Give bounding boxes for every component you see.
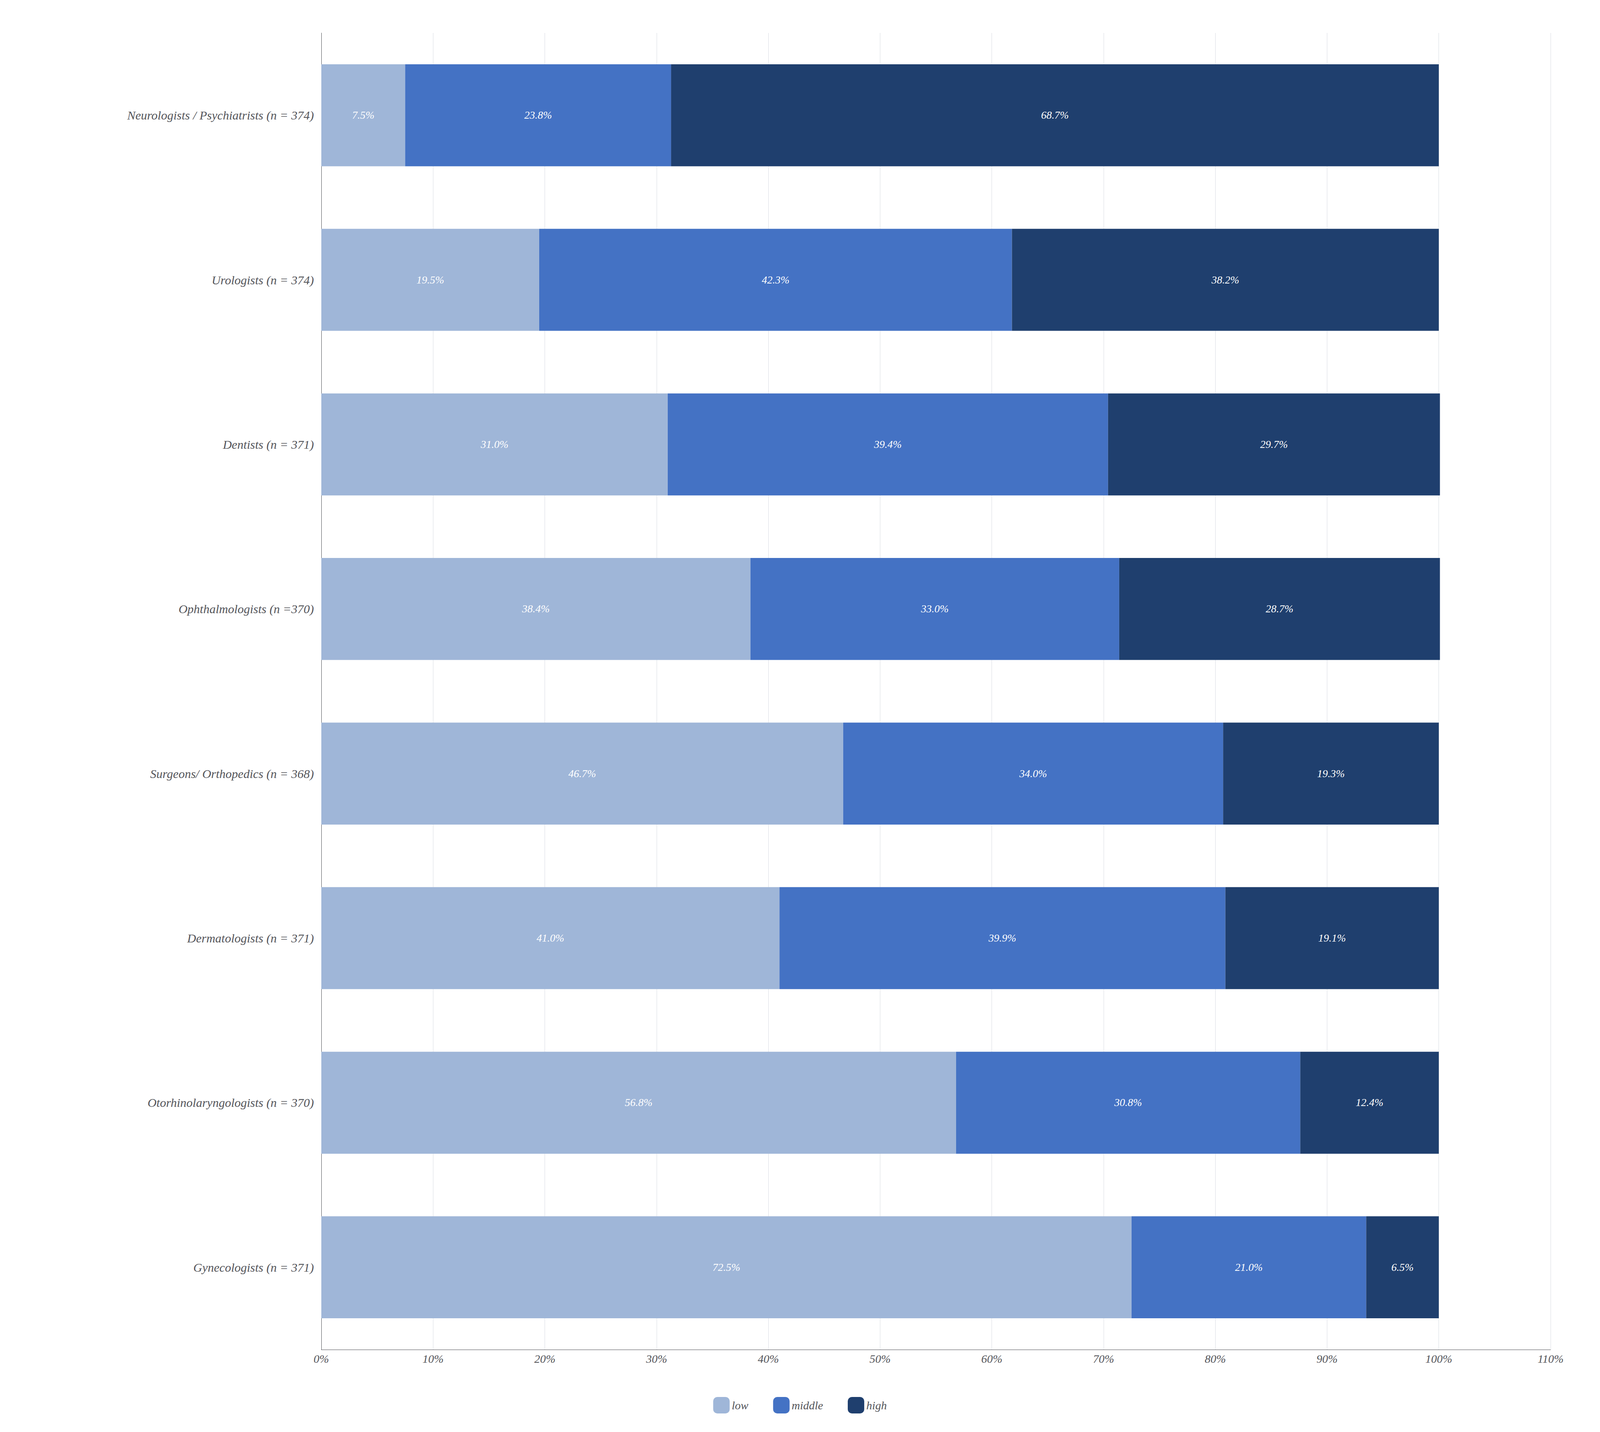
svg-text:Dermatologists (n = 371): Dermatologists (n = 371)	[186, 930, 314, 946]
svg-text:30%: 30%	[645, 1352, 667, 1365]
svg-text:Ophthalmologists (n =370): Ophthalmologists (n =370)	[178, 601, 314, 616]
svg-text:7.5%: 7.5%	[352, 109, 375, 122]
svg-text:39.4%: 39.4%	[873, 438, 902, 451]
svg-text:28.7%: 28.7%	[1265, 602, 1294, 615]
svg-text:Dentists (n = 371): Dentists (n = 371)	[222, 437, 314, 452]
svg-text:Surgeons/ Orthopedics (n = 368: Surgeons/ Orthopedics (n = 368)	[150, 766, 314, 781]
svg-text:33.0%: 33.0%	[920, 602, 949, 615]
svg-text:21.0%: 21.0%	[1235, 1260, 1263, 1273]
svg-text:low: low	[731, 1398, 749, 1412]
svg-text:23.8%: 23.8%	[524, 109, 553, 122]
svg-text:0%: 0%	[313, 1352, 329, 1365]
svg-text:20%: 20%	[534, 1352, 556, 1365]
svg-text:high: high	[866, 1398, 887, 1412]
svg-text:29.7%: 29.7%	[1260, 438, 1288, 451]
svg-text:19.5%: 19.5%	[416, 273, 445, 286]
svg-text:Urologists (n = 374): Urologists (n = 374)	[211, 273, 314, 288]
svg-text:38.4%: 38.4%	[521, 602, 550, 615]
svg-text:38.2%: 38.2%	[1211, 273, 1240, 286]
svg-text:50%: 50%	[869, 1352, 891, 1365]
svg-text:70%: 70%	[1092, 1352, 1114, 1365]
svg-text:100%: 100%	[1425, 1352, 1453, 1365]
svg-text:46.7%: 46.7%	[568, 767, 597, 780]
svg-text:30.8%: 30.8%	[1113, 1096, 1142, 1109]
svg-text:68.7%: 68.7%	[1040, 109, 1069, 122]
svg-text:110%: 110%	[1537, 1352, 1564, 1365]
svg-text:10%: 10%	[422, 1352, 444, 1365]
svg-text:42.3%: 42.3%	[761, 273, 790, 286]
svg-text:Otorhinolaryngologists (n = 37: Otorhinolaryngologists (n = 370)	[147, 1095, 314, 1110]
svg-text:19.3%: 19.3%	[1316, 767, 1345, 780]
svg-text:34.0%: 34.0%	[1018, 767, 1047, 780]
svg-text:56.8%: 56.8%	[624, 1096, 653, 1109]
svg-text:12.4%: 12.4%	[1355, 1096, 1384, 1109]
svg-text:Neurologists / Psychiatrists (: Neurologists / Psychiatrists (n = 374)	[126, 108, 314, 123]
svg-text:19.1%: 19.1%	[1318, 931, 1346, 944]
svg-text:Gynecologists (n = 371): Gynecologists (n = 371)	[193, 1260, 314, 1275]
svg-text:middle: middle	[791, 1398, 824, 1412]
svg-text:6.5%: 6.5%	[1391, 1260, 1414, 1273]
svg-text:80%: 80%	[1204, 1352, 1226, 1365]
svg-text:41.0%: 41.0%	[536, 931, 565, 944]
svg-text:60%: 60%	[981, 1352, 1003, 1365]
svg-text:90%: 90%	[1316, 1352, 1338, 1365]
svg-text:31.0%: 31.0%	[480, 438, 509, 451]
svg-text:72.5%: 72.5%	[712, 1260, 741, 1273]
svg-text:39.9%: 39.9%	[988, 931, 1017, 944]
svg-text:40%: 40%	[757, 1352, 779, 1365]
